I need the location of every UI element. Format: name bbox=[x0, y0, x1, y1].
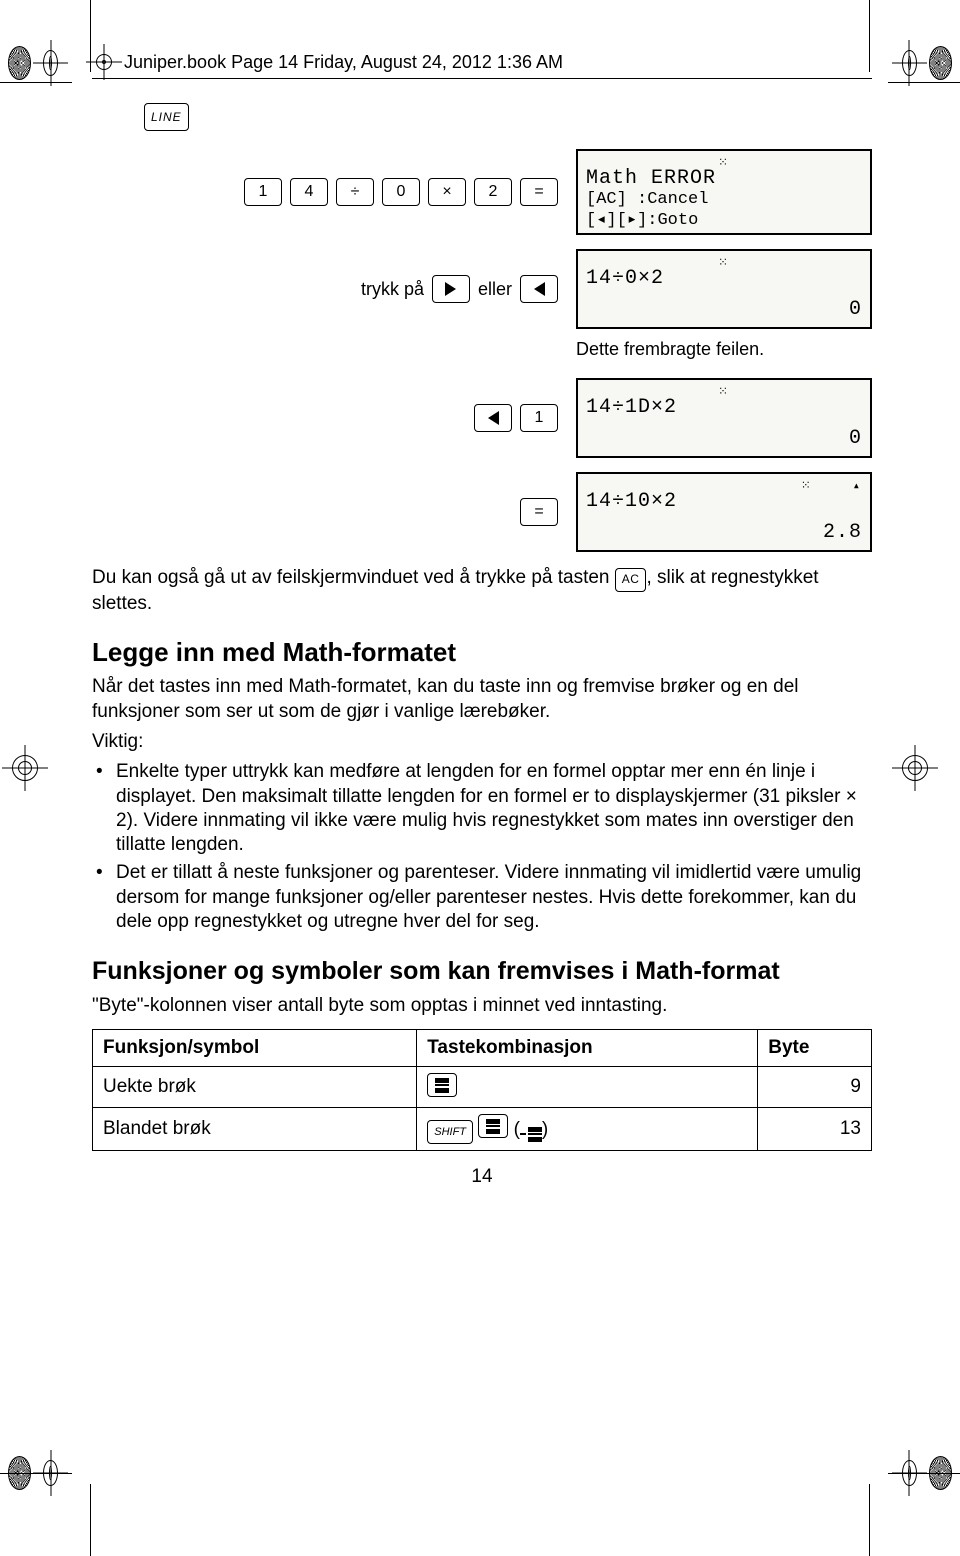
key-divide: ÷ bbox=[336, 178, 374, 206]
crop-mark-bl bbox=[8, 1456, 62, 1510]
page-header: Juniper.book Page 14 Friday, August 24, … bbox=[92, 50, 872, 79]
function-table: Funksjon/symbol Tastekombinasjon Byte Ue… bbox=[92, 1029, 872, 1152]
th-byte: Byte bbox=[758, 1029, 872, 1066]
p-byte-col: "Byte"-kolonnen viser antall byte som op… bbox=[92, 994, 872, 1018]
key-1: 1 bbox=[244, 178, 282, 206]
header-text: Juniper.book Page 14 Friday, August 24, … bbox=[124, 52, 563, 73]
crop-mark-br bbox=[898, 1456, 952, 1510]
key-right bbox=[432, 275, 470, 303]
lcd4-l1: 14÷10×2 bbox=[586, 490, 862, 513]
mixed-fraction-icon bbox=[520, 1125, 542, 1143]
paragraph-exit-error: Du kan også gå ut av feilskjermvinduet v… bbox=[92, 566, 872, 616]
crop-mark-ml bbox=[8, 751, 62, 805]
fraction-icon bbox=[435, 1076, 449, 1094]
crop-tick bbox=[90, 1484, 91, 1556]
key-2: 2 bbox=[474, 178, 512, 206]
crop-tick bbox=[0, 82, 72, 83]
crop-tick bbox=[888, 82, 960, 83]
table-row: Uekte brøk 9 bbox=[93, 1067, 872, 1108]
key-equals: = bbox=[520, 178, 558, 206]
keystroke-equals: = bbox=[92, 498, 568, 526]
paren-close: ) bbox=[542, 1119, 548, 1140]
cell-byte-1: 9 bbox=[758, 1067, 872, 1108]
lcd3-l2: 0 bbox=[586, 427, 862, 450]
crop-tick bbox=[888, 1473, 960, 1474]
important-bullets: Enkelte typer uttrykk kan medføre at len… bbox=[92, 760, 872, 934]
lcd2-l1: 14÷0×2 bbox=[586, 267, 862, 290]
cell-func-1: Uekte brøk bbox=[93, 1067, 417, 1108]
cell-func-2: Blandet brøk bbox=[93, 1108, 417, 1151]
key-multiply: × bbox=[428, 178, 466, 206]
th-func: Funksjon/symbol bbox=[93, 1029, 417, 1066]
fraction-icon bbox=[486, 1117, 500, 1135]
cell-keys-2: SHIFT () bbox=[417, 1108, 758, 1151]
crop-mark-mr bbox=[898, 751, 952, 805]
left-arrow-icon bbox=[534, 282, 545, 296]
key-ac: AC bbox=[615, 568, 647, 592]
key-fraction bbox=[478, 1114, 508, 1138]
key-1: 1 bbox=[520, 404, 558, 432]
crop-mark-tl bbox=[8, 46, 62, 100]
cell-keys-1 bbox=[417, 1067, 758, 1108]
th-keys: Tastekombinasjon bbox=[417, 1029, 758, 1066]
key-4: 4 bbox=[290, 178, 328, 206]
bullet-1: Enkelte typer uttrykk kan medføre at len… bbox=[92, 760, 872, 857]
label-press: trykk på bbox=[361, 279, 424, 300]
crop-tick bbox=[0, 1473, 72, 1474]
p-math-intro: Når det tastes inn med Math-formatet, ka… bbox=[92, 675, 872, 724]
lcd3-l1: 14÷1D×2 bbox=[586, 396, 862, 419]
lcd-3: ⁙ 14÷1D×2 0 bbox=[576, 378, 872, 458]
bullet-2: Det er tillatt å neste funksjoner og par… bbox=[92, 861, 872, 934]
lcd-error-l1: Math ERROR bbox=[586, 167, 862, 190]
lcd-error-l2: [AC] :Cancel bbox=[586, 190, 862, 209]
key-fraction bbox=[427, 1073, 457, 1097]
crop-mark-tr bbox=[898, 46, 952, 100]
left-arrow-icon bbox=[488, 411, 499, 425]
lcd-error-l3: [◂][▸]:Goto bbox=[586, 209, 862, 230]
keystroke-left-1: 1 bbox=[92, 404, 568, 432]
key-shift: SHIFT bbox=[427, 1120, 473, 1144]
heading-functions: Funksjoner og symboler som kan fremvises… bbox=[92, 956, 872, 986]
heading-math-format: Legge inn med Math-formatet bbox=[92, 636, 872, 669]
p-exit-1: Du kan også gå ut av feilskjermvinduet v… bbox=[92, 567, 615, 588]
line-key: LINE bbox=[144, 103, 189, 131]
lcd-error: ⁙ Math ERROR [AC] :Cancel [◂][▸]:Goto bbox=[576, 149, 872, 235]
key-left bbox=[520, 275, 558, 303]
label-important: Viktig: bbox=[92, 730, 872, 754]
keystroke-sequence: 1 4 ÷ 0 × 2 = bbox=[92, 178, 568, 206]
lcd-4: ⁙▴ 14÷10×2 2.8 bbox=[576, 472, 872, 552]
press-arrow-instruction: trykk på eller bbox=[92, 275, 568, 303]
label-or: eller bbox=[478, 279, 512, 300]
key-0: 0 bbox=[382, 178, 420, 206]
crop-tick bbox=[869, 1484, 870, 1556]
key-equals: = bbox=[520, 498, 558, 526]
page-number: 14 bbox=[92, 1165, 872, 1189]
lcd-2: ⁙ 14÷0×2 0 bbox=[576, 249, 872, 329]
lcd2-l2: 0 bbox=[586, 298, 862, 321]
table-row: Blandet brøk SHIFT () 13 bbox=[93, 1108, 872, 1151]
cell-byte-2: 13 bbox=[758, 1108, 872, 1151]
caption-error: Dette frembragte feilen. bbox=[576, 339, 872, 360]
key-left bbox=[474, 404, 512, 432]
lcd4-l2: 2.8 bbox=[586, 521, 862, 544]
right-arrow-icon bbox=[445, 282, 456, 296]
